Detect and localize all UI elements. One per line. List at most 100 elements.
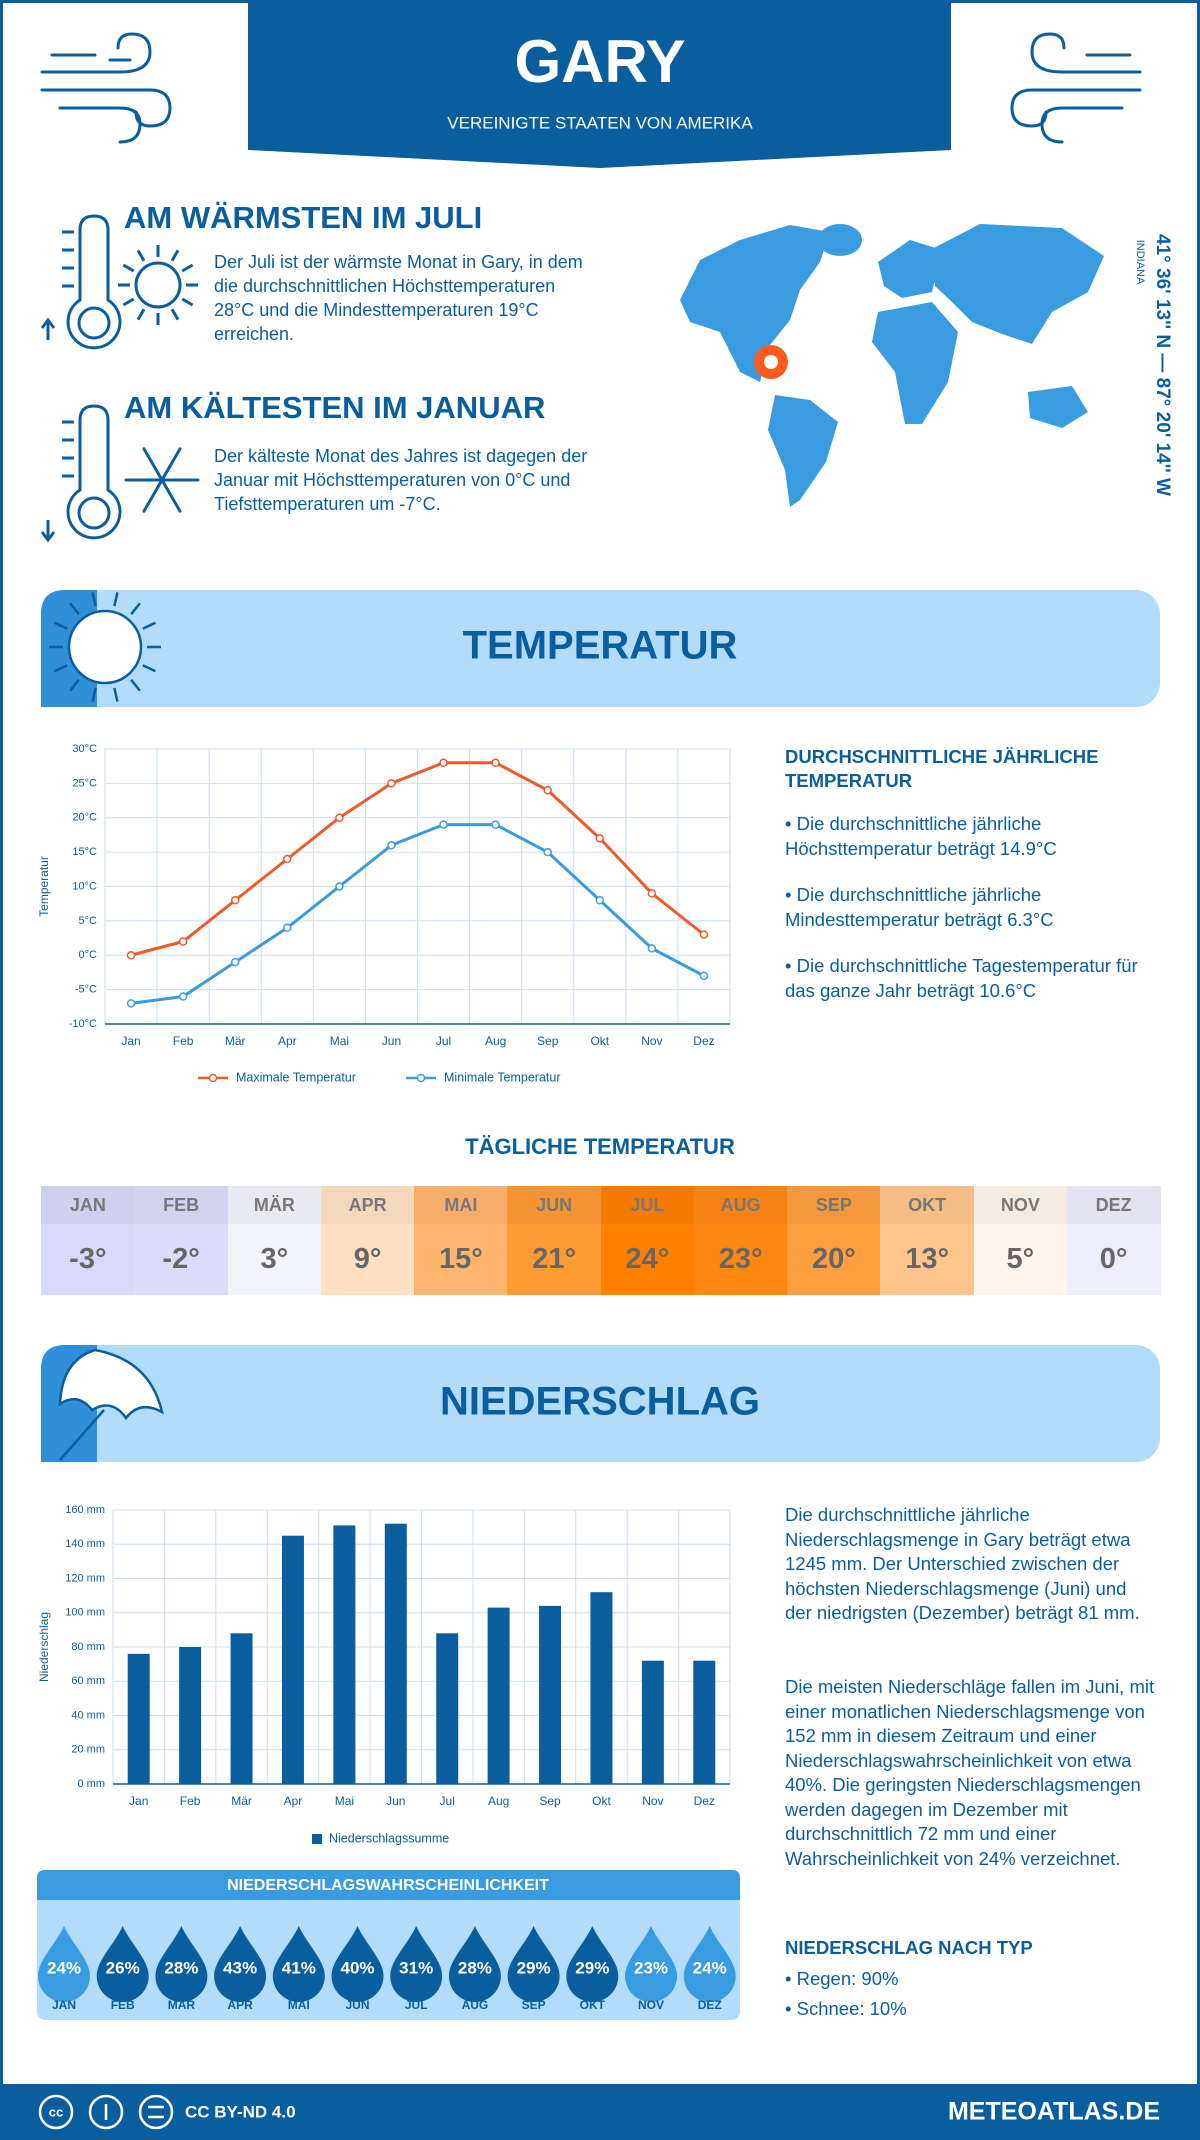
x-tick-label: Apr	[278, 1034, 297, 1048]
point	[335, 813, 344, 822]
drop-month: JUN	[345, 1998, 369, 2012]
point	[647, 944, 657, 953]
legend-label: Minimale Temperatur	[444, 1070, 560, 1084]
section-banner	[41, 1345, 1160, 1462]
x-tick-label: Nov	[642, 1794, 663, 1808]
drop-month: SEP	[522, 1998, 546, 2012]
drop-month: MAI	[288, 1998, 310, 2012]
sun-ray	[130, 602, 141, 615]
line-series	[130, 823, 705, 1005]
y-axis-title: Niederschlag	[37, 1612, 51, 1682]
table-value: 21°	[507, 1224, 601, 1295]
table-month: OKT	[880, 1186, 974, 1224]
table-value: 15°	[414, 1224, 508, 1295]
y-tick-label: 40 mm	[71, 1709, 105, 1721]
type-heading: NIEDERSCHLAG NACH TYP	[785, 1937, 1033, 1958]
y-tick-label: -5°C	[75, 984, 97, 996]
license: CC BY-ND 4.0	[185, 2102, 296, 2121]
x-tick-label: Jan	[129, 1794, 148, 1808]
x-tick-label: Mär	[225, 1034, 246, 1048]
drop-value: 26%	[106, 1958, 140, 1977]
snow-arm	[142, 447, 164, 482]
license-icons	[38, 2094, 174, 2130]
y-tick-label: 140 mm	[65, 1538, 105, 1550]
x-tick-label: Mai	[330, 1034, 349, 1048]
probability-header	[37, 1870, 740, 1900]
rain-drop	[566, 1926, 619, 2002]
bar	[539, 1605, 562, 1784]
sun-ray	[54, 664, 68, 673]
point	[335, 882, 344, 891]
sun-ray	[69, 602, 80, 615]
site: METEOATLAS.DE	[948, 2098, 1160, 2126]
sun-ray	[170, 249, 180, 262]
point	[283, 923, 292, 932]
bar	[641, 1660, 664, 1784]
precip-paragraph: Die durchschnittliche jährliche Niedersc…	[785, 1504, 1140, 1623]
y-tick-label: 0 mm	[78, 1778, 106, 1790]
table-value: 23°	[693, 1224, 788, 1295]
x-tick-label: Mai	[335, 1794, 354, 1808]
legend-marker	[208, 1073, 218, 1083]
sun-ray	[181, 297, 194, 307]
bar	[384, 1523, 407, 1784]
rain-drop	[214, 1926, 267, 2002]
table-month: NOV	[973, 1186, 1068, 1224]
table-value: 0°	[1066, 1224, 1161, 1295]
y-tick-label: 0°C	[79, 949, 98, 961]
point	[647, 889, 657, 898]
x-tick-label: Feb	[180, 1794, 201, 1808]
y-tick-label: 60 mm	[71, 1675, 105, 1687]
point	[699, 930, 709, 939]
summary-bullet: • Die durchschnittliche jährliche Höchst…	[785, 813, 1057, 859]
x-tick-label: Jul	[440, 1794, 455, 1808]
point	[387, 841, 396, 850]
point	[178, 992, 188, 1001]
sun-ray	[91, 592, 97, 607]
table-value: 24°	[600, 1224, 695, 1295]
rain-drop	[683, 1926, 736, 2002]
snowflake-icon	[124, 447, 200, 513]
point	[439, 758, 448, 767]
drop-month: OKT	[580, 1998, 606, 2012]
footer-bar	[0, 2084, 1200, 2140]
y-tick-label: 20 mm	[71, 1744, 105, 1756]
sun-icon	[49, 592, 161, 702]
x-tick-label: Dez	[693, 1034, 714, 1048]
y-tick-label: 80 mm	[71, 1641, 105, 1653]
y-tick-label: 160 mm	[65, 1504, 105, 1516]
table-value: 9°	[320, 1224, 415, 1295]
table-month: APR	[320, 1186, 415, 1224]
table-value: -2°	[134, 1224, 228, 1295]
drop-value: 41%	[282, 1958, 316, 1977]
drop-value: 24%	[47, 1958, 81, 1977]
point	[595, 834, 605, 843]
drop-value: 29%	[517, 1958, 551, 1977]
sun-ray	[142, 621, 156, 630]
thermometer-warm-icon	[40, 214, 122, 350]
coldest-heading: AM KÄLTESTEN IM JANUAR	[124, 390, 546, 425]
thermometer-cold-icon	[40, 404, 122, 543]
point	[543, 786, 552, 795]
country-subtitle: VEREINIGTE STAATEN VON AMERIKA	[447, 113, 753, 132]
bar	[281, 1535, 304, 1784]
table-month: MAI	[414, 1186, 508, 1224]
x-tick-label: Jun	[386, 1794, 405, 1808]
sun-ray	[122, 297, 135, 307]
point	[543, 847, 552, 857]
snow-arm	[160, 478, 182, 513]
summary-heading: DURCHSCHNITTLICHE JÄHRLICHE TEMPERATUR	[785, 746, 1099, 791]
point	[439, 820, 448, 829]
table-month: MÄR	[227, 1186, 322, 1224]
rain-drop	[448, 1926, 501, 2002]
cc-icon-text: cc	[49, 2104, 63, 2119]
table-month: AUG	[693, 1186, 788, 1224]
sun-icon	[118, 245, 198, 325]
sun-ray	[136, 249, 146, 262]
legend-swatch	[312, 1834, 322, 1844]
x-tick-label: Mär	[231, 1794, 252, 1808]
coordinates: 41° 36' 13'' N — 87° 20' 14'' W	[1152, 234, 1173, 496]
summary-bullet: • Die durchschnittliche Tagestemperatur …	[785, 955, 1138, 1001]
type-item: • Schnee: 10%	[785, 1998, 907, 2019]
probability-box	[37, 1870, 740, 2020]
